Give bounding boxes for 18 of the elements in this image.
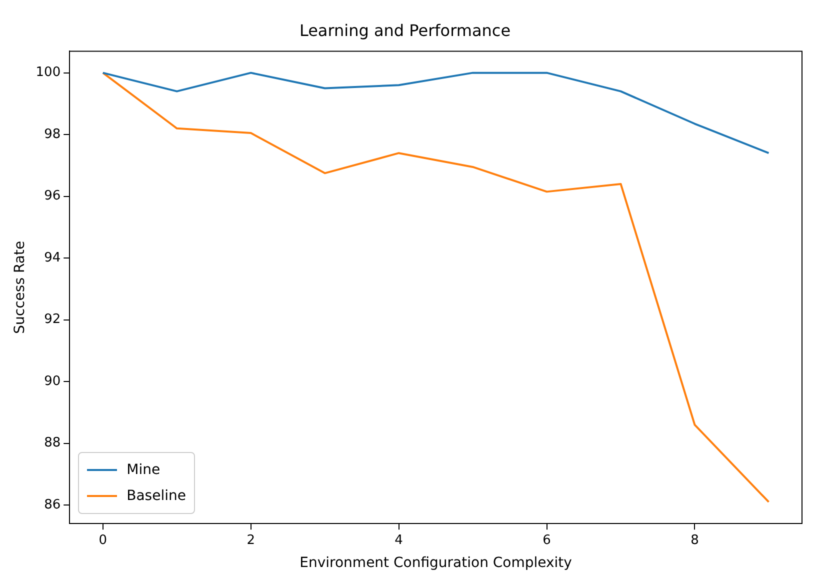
y-axis-title: Success Rate [12,240,28,334]
x-tick-label: 0 [98,532,108,548]
y-tick-label: 94 [44,250,61,266]
y-tick-label: 88 [44,436,61,451]
y-tick-label: 98 [44,126,61,142]
chart-title: Learning and Performance [299,20,511,40]
y-tick-label: 86 [44,497,61,512]
y-tick-label: 100 [36,65,61,80]
legend-label: Baseline [126,486,186,506]
x-tick-label: 6 [542,532,551,548]
y-tick-label: 96 [44,188,61,204]
y-tick-label: 92 [44,312,61,328]
legend-label: Mine [126,460,160,480]
x-tick-label: 2 [246,532,255,548]
x-axis-title: Environment Configuration Complexity [300,555,572,572]
y-tick-label: 90 [44,374,61,389]
x-tick-label: 4 [394,532,403,548]
x-tick-label: 8 [690,532,699,548]
